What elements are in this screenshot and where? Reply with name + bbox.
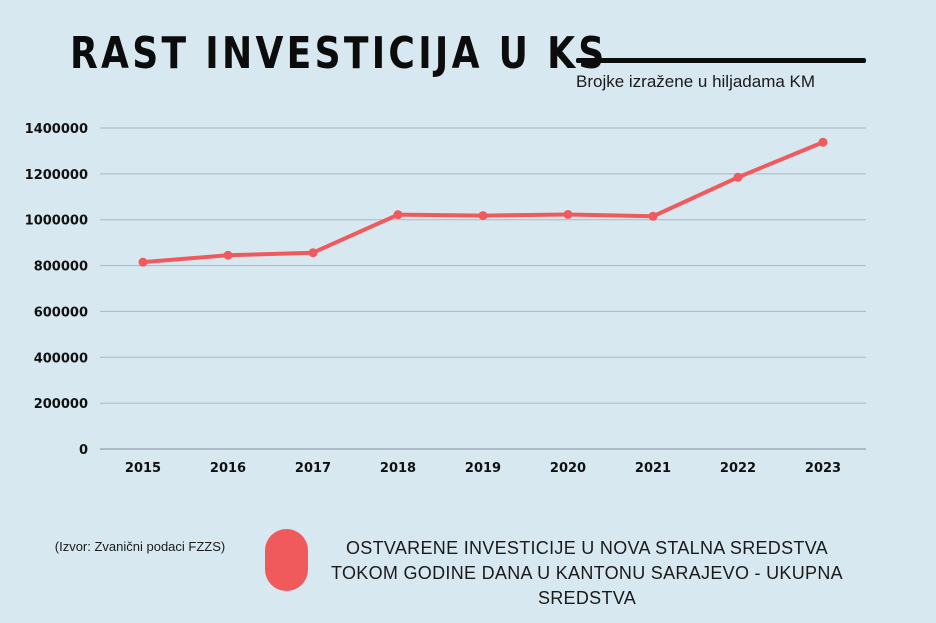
gridlines [100, 127, 866, 450]
chart-subtitle: Brojke izražene u hiljadama KM [576, 72, 816, 91]
y-tick-label: 0 [79, 443, 88, 458]
x-tick-label: 2020 [550, 461, 586, 476]
series-layer [138, 137, 828, 267]
x-tick-label: 2022 [720, 461, 756, 476]
x-tick-label: 2015 [125, 461, 161, 476]
y-tick-label: 1400000 [25, 122, 88, 137]
y-tick-label: 800000 [34, 260, 88, 275]
y-tick-label: 1200000 [25, 168, 88, 183]
data-point [478, 211, 488, 221]
title-divider [576, 58, 866, 63]
x-axis-ticks: 2015 2016 2017 2018 2019 2020 2021 2022 2023 [125, 461, 841, 476]
data-point [138, 257, 148, 267]
x-tick-label: 2016 [210, 461, 246, 476]
data-point [223, 250, 233, 260]
y-tick-label: 200000 [34, 397, 88, 412]
data-point [818, 137, 828, 147]
x-tick-label: 2023 [805, 461, 841, 476]
y-tick-label: 400000 [34, 351, 88, 366]
data-point [648, 211, 658, 221]
x-tick-label: 2021 [635, 461, 671, 476]
x-tick-label: 2017 [295, 461, 331, 476]
data-point [393, 210, 403, 220]
data-point [563, 209, 573, 219]
y-axis-ticks: 0 200000 400000 600000 800000 1000000 1200000 1… [25, 122, 88, 458]
series-line [141, 140, 825, 265]
data-point [308, 248, 318, 258]
y-tick-label: 1000000 [25, 214, 88, 229]
y-tick-label: 600000 [34, 305, 88, 320]
x-tick-label: 2019 [465, 461, 501, 476]
x-tick-label: 2018 [380, 461, 416, 476]
legend-swatch [265, 529, 308, 591]
data-point [733, 172, 743, 182]
chart-title: RAST INVESTICIJA U KS [70, 28, 608, 79]
source-note: (Izvor: Zvanični podaci FZZS) [54, 539, 226, 554]
legend-label: OSTVARENE INVESTICIJE U NOVA STALNA SRED… [331, 538, 843, 608]
